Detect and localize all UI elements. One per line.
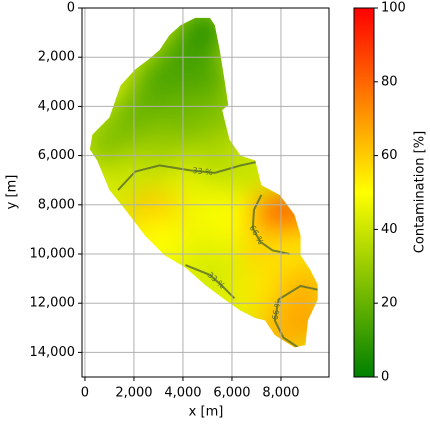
sample <box>181 191 234 244</box>
x-tick-label: 2,000 <box>115 386 152 401</box>
colorbar-tick-label: 40 <box>381 222 398 237</box>
axes-frame <box>81 7 330 378</box>
y-tick-label: 6,000 <box>38 148 75 163</box>
colorbar-tick-label: 100 <box>381 1 406 16</box>
map <box>89 17 318 348</box>
contour-line <box>251 194 290 255</box>
contour-line <box>117 160 258 191</box>
contour-label: 66 % <box>270 299 282 321</box>
x-tick-label: 4,000 <box>164 386 201 401</box>
sample <box>132 55 185 108</box>
contour-line <box>273 284 318 348</box>
colorbar-tick-label: 80 <box>381 74 398 89</box>
x-tick-label: 8,000 <box>262 386 299 401</box>
x-tick-label: 6,000 <box>213 386 250 401</box>
y-tick-label: 2,000 <box>38 50 75 65</box>
field <box>89 17 318 348</box>
overlay: 33 %66 %66 %33 %0 2,000 4,000 6,000 8,00002,… <box>30 1 330 401</box>
y-tick-label: 10,000 <box>30 247 76 262</box>
sample <box>279 264 318 317</box>
y-tick-label: 4,000 <box>38 99 75 114</box>
y-tick-label: 12,000 <box>30 296 76 311</box>
colorbar-tick-label: 20 <box>381 296 398 311</box>
colorbar-tick-label: 60 <box>381 148 398 163</box>
y-tick-label: 14,000 <box>30 345 76 360</box>
x-tick-label: 0 <box>81 386 89 401</box>
colorbar-label: Contamination [%] <box>413 131 428 253</box>
contour-label: 33 % <box>192 166 214 177</box>
contour-line <box>185 264 236 299</box>
colorbar-tick-label: 0 <box>381 370 389 385</box>
colorbar <box>353 7 375 378</box>
y-tick-label: 8,000 <box>38 197 75 212</box>
x-axis-label: x [m] <box>189 405 224 420</box>
sample <box>218 141 271 194</box>
y-axis-label: y [m] <box>5 175 20 210</box>
y-tick-label: 0 <box>67 1 75 16</box>
sample <box>132 215 185 268</box>
